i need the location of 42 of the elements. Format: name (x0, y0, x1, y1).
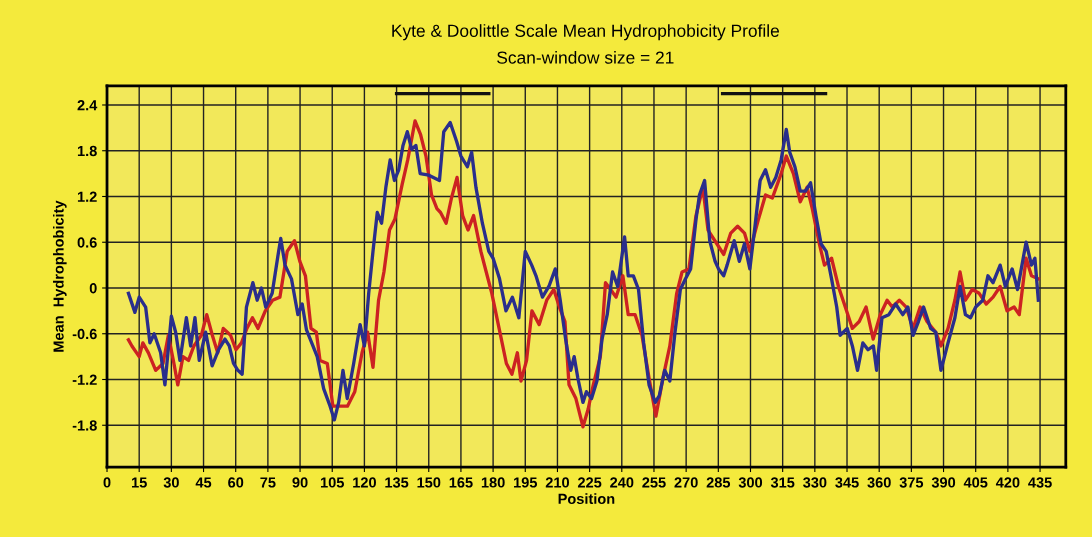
x-axis-title: Position (558, 493, 615, 504)
x-tick-label: 375 (899, 477, 924, 488)
y-tick-label: 2.4 (77, 100, 98, 111)
x-tick-label: 90 (292, 477, 308, 488)
x-tick-label: 225 (577, 477, 602, 488)
x-tick-label: 270 (674, 477, 698, 488)
y-tick-label: 0 (89, 283, 97, 294)
y-tick-label: -1.8 (72, 420, 97, 431)
x-tick-label: 210 (545, 477, 570, 488)
x-tick-label: 150 (417, 477, 441, 488)
x-tick-label: 390 (931, 477, 956, 488)
x-tick-label: 0 (103, 477, 111, 488)
x-tick-label: 120 (353, 477, 376, 488)
x-tick-label: 435 (1028, 477, 1052, 488)
x-tick-label: 285 (706, 477, 731, 488)
x-tick-label: 75 (260, 477, 276, 488)
y-tick-label: 0.6 (77, 237, 97, 248)
x-tick-label: 45 (195, 477, 212, 488)
x-tick-label: 30 (163, 477, 179, 488)
x-tick-label: 105 (320, 477, 344, 488)
y-tick-label: 1.2 (77, 191, 97, 202)
x-tick-label: 405 (963, 477, 988, 488)
x-tick-label: 315 (770, 477, 795, 488)
y-tick-label: 1.8 (77, 145, 97, 157)
x-tick-label: 135 (385, 477, 409, 488)
x-tick-label: 240 (610, 477, 634, 488)
chart-subtitle: Scan-window size = 21 (497, 51, 674, 64)
x-tick-label: 15 (132, 477, 147, 488)
chart-title: Kyte & Doolittle Scale Mean Hydrophobicity Profile (392, 24, 779, 41)
x-tick-label: 180 (481, 477, 505, 488)
x-tick-label: 255 (642, 477, 666, 488)
x-tick-label: 60 (228, 477, 244, 488)
x-tick-label: 345 (835, 477, 859, 488)
x-tick-label: 195 (514, 477, 538, 488)
x-tick-label: 300 (738, 477, 763, 488)
x-tick-label: 420 (995, 477, 1020, 488)
y-tick-label: -0.6 (72, 328, 97, 340)
x-tick-label: 330 (803, 477, 827, 488)
x-tick-label: 360 (867, 477, 891, 488)
y-tick-label: -1.2 (72, 374, 97, 385)
y-axis-title: Mean Hydrophobicity (53, 200, 67, 352)
x-tick-label: 165 (449, 477, 473, 488)
